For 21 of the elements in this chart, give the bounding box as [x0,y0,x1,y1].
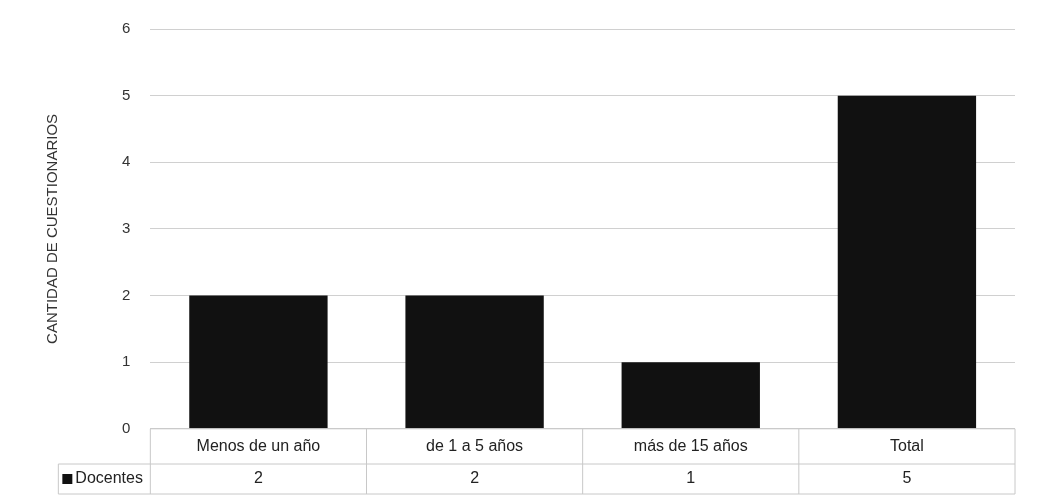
y-tick-label: 5 [122,85,131,103]
x-tick-label: más de 15 años [633,436,748,454]
data-label: 1 [686,469,696,487]
x-tick-label: Menos de un año [196,436,321,454]
y-tick-label: 2 [122,285,131,303]
bar [621,362,760,429]
y-tick-label: 4 [122,152,131,170]
bar [405,295,544,429]
y-tick-label: 0 [122,418,131,436]
data-label: 5 [902,469,912,487]
bar [189,295,328,429]
y-tick-label: 1 [122,352,131,370]
y-axis-title: CANTIDAD DE CUESTIONARIOS [43,113,61,344]
x-tick-label: de 1 a 5 años [426,436,524,454]
y-tick-label: 6 [122,19,131,37]
legend-label: Docentes [75,469,143,487]
x-tick-label: Total [890,436,924,454]
data-label: 2 [470,469,480,487]
bar [837,95,977,429]
data-label: 2 [253,469,263,487]
y-tick-label: 3 [122,219,131,237]
